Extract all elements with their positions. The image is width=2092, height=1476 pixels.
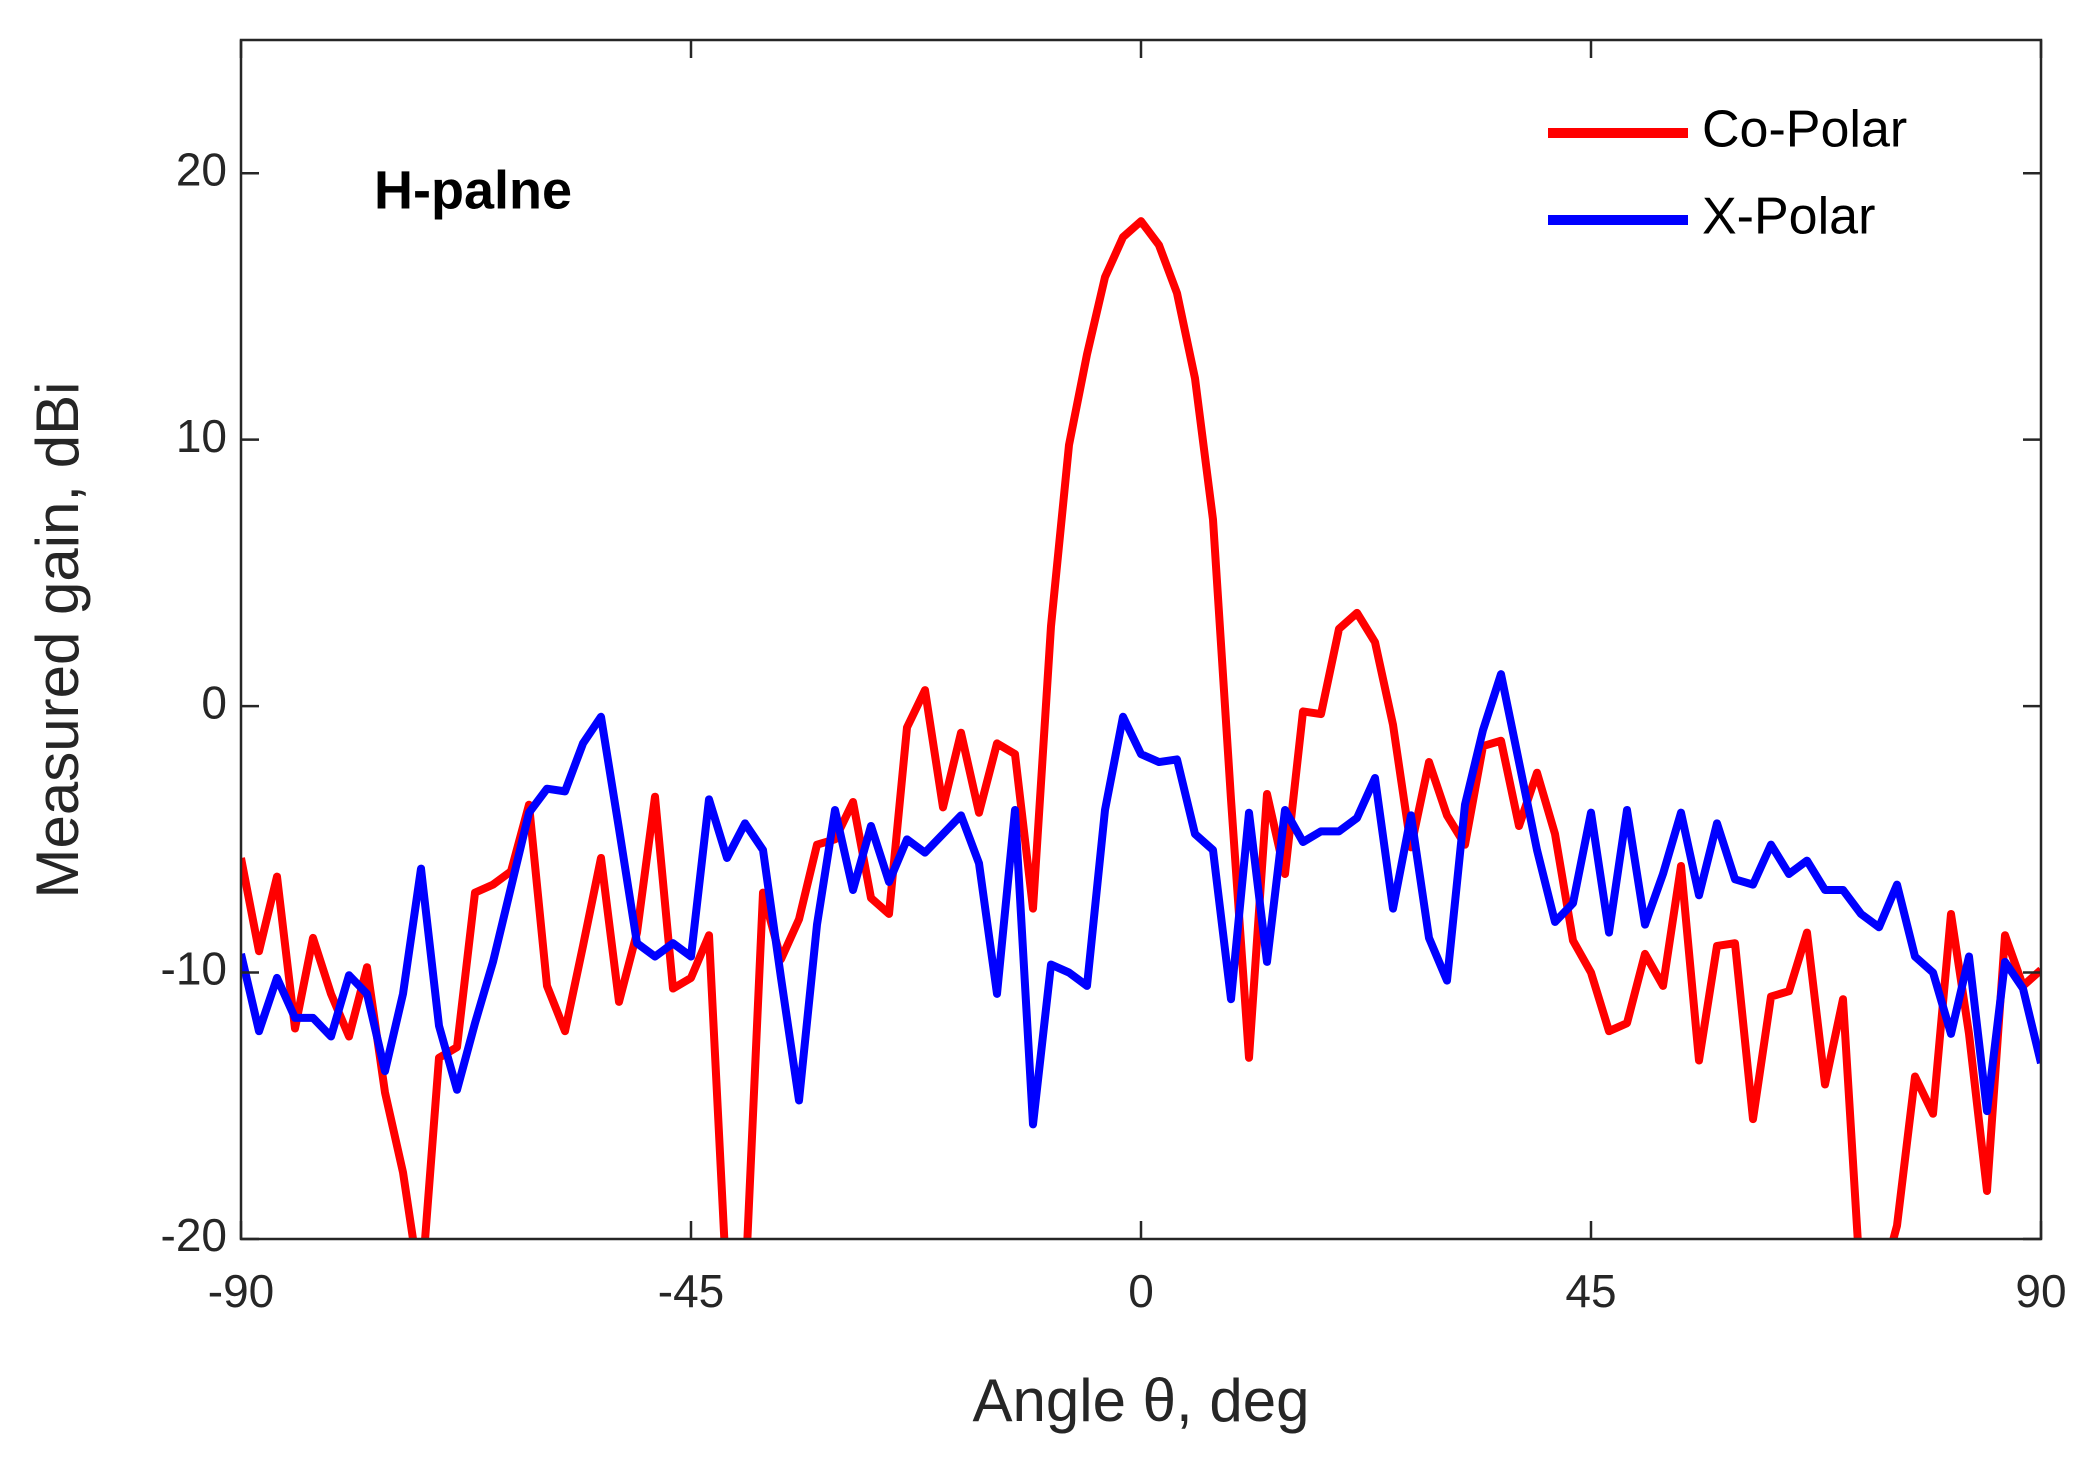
y-axis-label: Measured gain, dBi bbox=[24, 382, 91, 899]
y-tick-label: 0 bbox=[201, 676, 227, 728]
y-tick-label: -20 bbox=[161, 1209, 227, 1261]
x-tick-label: 45 bbox=[1565, 1265, 1616, 1317]
x-tick-label: 0 bbox=[1128, 1265, 1154, 1317]
legend-label: X-Polar bbox=[1702, 188, 1875, 246]
y-tick-label: 20 bbox=[176, 143, 227, 195]
y-tick-label: -10 bbox=[161, 943, 227, 995]
legend-label: Co-Polar bbox=[1702, 101, 1907, 159]
data-line bbox=[241, 217, 2041, 1239]
y-tick-label: 10 bbox=[176, 410, 227, 462]
x-tick-label: -90 bbox=[208, 1265, 274, 1317]
x-axis-label: Angle θ, deg bbox=[973, 1367, 1310, 1434]
plot-area bbox=[241, 217, 2041, 1239]
x-tick-label: -45 bbox=[658, 1265, 724, 1317]
annotation: H-palne bbox=[374, 160, 572, 220]
data-line bbox=[241, 670, 2041, 1129]
x-tick-label: 90 bbox=[2015, 1265, 2066, 1317]
